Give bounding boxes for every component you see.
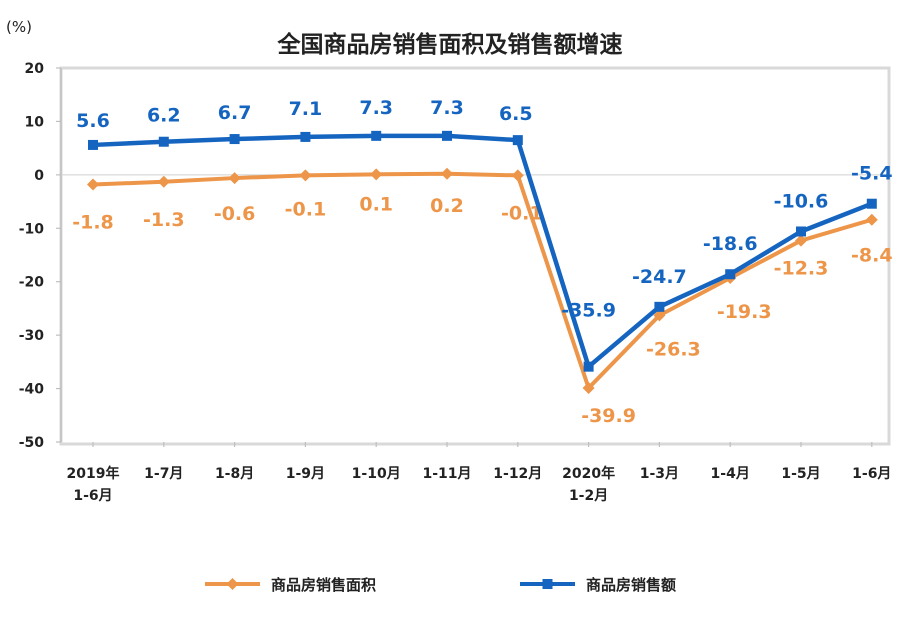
data-point: [865, 213, 878, 226]
legend-marker: [226, 578, 239, 590]
data-point: [371, 130, 382, 141]
data-label: 0.1: [359, 193, 393, 215]
data-label: 5.6: [76, 110, 110, 132]
data-point: [795, 234, 807, 247]
data-point: [653, 309, 666, 322]
data-point: [866, 198, 877, 209]
y-tick-label: 0: [34, 168, 44, 184]
plot-frame: [59, 66, 891, 446]
data-point: [157, 175, 170, 188]
x-tick-label: 2020年: [562, 465, 615, 482]
legend-item: 商品房销售额: [520, 576, 676, 594]
legend-marker: [542, 579, 553, 589]
data-label: 7.3: [359, 97, 393, 119]
data-point: [511, 169, 524, 182]
data-label: 6.7: [218, 102, 252, 124]
y-tick-label: 20: [25, 61, 45, 77]
data-label: -26.3: [646, 338, 701, 360]
x-tick-label: 1-6月: [852, 466, 891, 482]
data-label: -1.3: [143, 209, 185, 231]
data-point: [88, 139, 98, 150]
data-point: [158, 136, 169, 147]
data-point: [582, 382, 595, 395]
x-tick-label: 1-2月: [569, 488, 608, 504]
series-line: [92, 171, 873, 391]
data-label: -10.6: [774, 190, 829, 212]
data-label: 6.2: [147, 105, 181, 127]
x-tick-label: 1-9月: [286, 466, 325, 482]
series-line: [92, 133, 873, 369]
legend-label: 商品房销售额: [586, 576, 676, 594]
chart-title: 全国商品房销售面积及销售额增速: [277, 31, 623, 58]
data-point: [442, 130, 452, 141]
data-label: -0.1: [285, 198, 327, 220]
x-tick-label: 1-11月: [422, 466, 471, 482]
data-label: -19.3: [717, 301, 772, 323]
data-point: [796, 226, 806, 237]
legend-label: 商品房销售面积: [271, 576, 376, 594]
y-tick-label: -20: [19, 275, 45, 291]
data-label: -1.8: [72, 211, 114, 233]
series-sales-amount: 5.6 6.2 6.7 7.1 7.3 7.3 6.5 -35.9 -24.7 -18.6 -10.…: [76, 97, 893, 372]
data-label: -18.6: [703, 233, 758, 255]
data-point: [370, 168, 383, 181]
legend: 商品房销售面积 商品房销售额: [205, 576, 676, 594]
legend-item: 商品房销售面积: [205, 576, 376, 594]
axes: 20 10 0 -10 -20 -30 -40 -50 2019年 1-6月 1-7月 1-8月 1-9…: [19, 61, 892, 504]
data-label: -0.1: [501, 202, 543, 224]
data-label: 6.5: [499, 103, 533, 125]
data-label: -0.6: [214, 203, 256, 225]
data-point: [228, 172, 241, 185]
data-label: 0.2: [430, 195, 464, 217]
data-label: -39.9: [581, 405, 636, 427]
data-label: -35.9: [561, 300, 616, 322]
data-point: [583, 361, 594, 372]
x-tick-label: 1-10月: [352, 466, 401, 482]
x-tick-label: 1-4月: [711, 466, 750, 482]
y-tick-label: -10: [19, 221, 45, 237]
data-point: [87, 178, 99, 191]
x-tick-label: 1-3月: [640, 466, 679, 482]
x-tick-label: 1-12月: [493, 466, 542, 482]
data-point: [512, 135, 523, 146]
data-label: -8.4: [851, 245, 893, 267]
data-point: [441, 167, 453, 180]
data-point: [654, 301, 665, 312]
data-label: 7.1: [289, 98, 323, 120]
data-label: -12.3: [774, 258, 829, 280]
x-tick-label: 1-5月: [781, 466, 820, 482]
x-tick-label: 2019年: [67, 465, 120, 482]
x-tick-label: 1-8月: [215, 466, 254, 482]
data-point: [299, 169, 312, 182]
data-point: [300, 131, 311, 142]
x-tick-label: 1-7月: [144, 466, 183, 482]
y-tick-label: -30: [19, 328, 45, 344]
data-point: [229, 134, 240, 145]
series-sales-area: -1.8 -1.3 -0.6 -0.1 0.1 0.2 -0.1 -39.9 -26.3 -19.…: [72, 167, 893, 427]
series-layer: -1.8 -1.3 -0.6 -0.1 0.1 0.2 -0.1 -39.9 -26.3 -19.…: [72, 97, 892, 427]
y-tick-label: -40: [19, 382, 45, 398]
data-label: 7.3: [430, 97, 464, 119]
y-tick-label: 10: [25, 114, 45, 130]
data-point: [725, 269, 736, 280]
unit-label: (%): [6, 18, 32, 36]
x-tick-label: 1-6月: [73, 488, 112, 504]
data-label: -24.7: [632, 266, 687, 288]
data-label: -5.4: [851, 163, 893, 185]
y-tick-label: -50: [19, 435, 45, 451]
